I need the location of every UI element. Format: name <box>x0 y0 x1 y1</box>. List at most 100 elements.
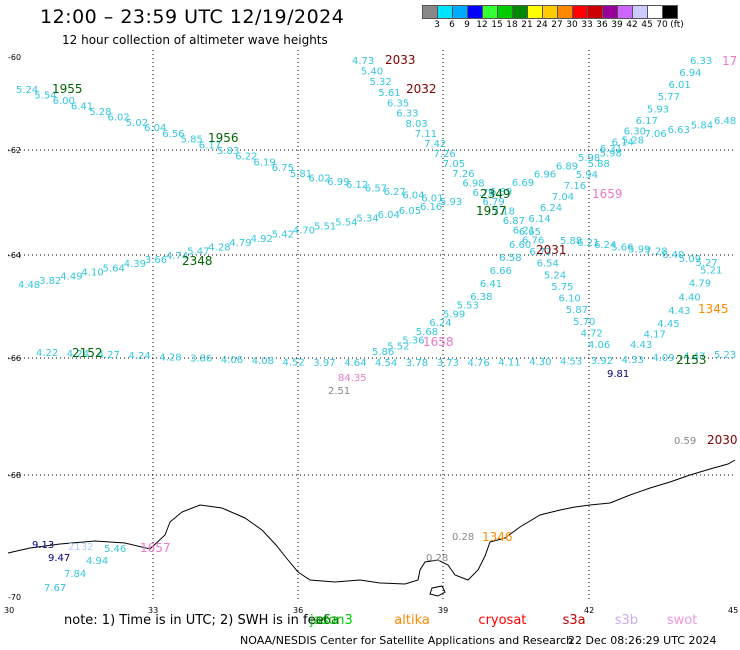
legend-label: 18 <box>506 20 518 30</box>
swh-value: 5.54 <box>34 91 56 102</box>
swh-value: 5.81 <box>290 169 312 180</box>
swh-value: 6.79 <box>483 197 505 208</box>
sat-s3a: s3a <box>562 613 586 628</box>
swh-value: 4.43 <box>630 340 652 351</box>
swh-value: 6.63 <box>668 125 690 136</box>
swh-value: 6.60 <box>509 240 531 251</box>
swh-value: 3.66 <box>145 255 167 266</box>
swh-value: 5.27 <box>696 258 718 269</box>
sat-altika: altika <box>394 613 430 628</box>
swh-value: 5.42 <box>272 230 294 241</box>
swh-value: 5.83 <box>217 146 239 157</box>
swh-value: 7.04 <box>552 192 574 203</box>
lon-label: 45 <box>728 606 738 615</box>
swh-value: 5.64 <box>103 263 125 274</box>
swh-value: 5.46 <box>104 544 126 555</box>
swh-value: 4.47 <box>683 352 705 363</box>
swh-value: 4.43 <box>668 306 690 317</box>
swh-value: 4.11 <box>498 357 520 368</box>
swh-value: 6.24 <box>540 203 562 214</box>
swh-value: 4.52 <box>283 357 305 368</box>
swh-value: 4.49 <box>60 272 82 283</box>
swh-value: 6.69 <box>512 178 534 189</box>
swh-value: 5.85 <box>181 135 203 146</box>
track-values: 5.245.546.006.415.286.025.026.046.565.85… <box>16 56 736 594</box>
swh-value: 7.26 <box>452 169 474 180</box>
swh-value: 5.77 <box>658 92 680 103</box>
legend-label: 27 <box>551 20 563 30</box>
swh-value: 4.28 <box>159 352 181 363</box>
swh-value: 6.31 <box>600 144 622 155</box>
swh-value: 4.39 <box>124 259 146 270</box>
swh-value: 4.73 <box>352 56 374 67</box>
time-label-17: 17 <box>722 54 737 68</box>
swh-value: 5.34 <box>356 214 378 225</box>
time-label-2030: 2030 <box>707 433 738 447</box>
swh-value: 4.48 <box>18 280 40 291</box>
swh-value: 6.35 <box>387 98 409 109</box>
swh-value: 3.82 <box>39 276 61 287</box>
sat-s6a: s6a <box>316 613 340 628</box>
time-label-1955: 1955 <box>52 82 83 96</box>
time-label-1659: 1659 <box>592 187 623 201</box>
swh-value: 4.09 <box>652 353 674 364</box>
swh-value: 5.88 <box>560 236 582 247</box>
swh-value: 6.14 <box>612 138 634 149</box>
swh-value: 6.41 <box>480 279 502 290</box>
swh-value: 4.70 <box>293 225 315 236</box>
lon-label: 30 <box>4 606 14 615</box>
swh-value: 7.05 <box>443 159 465 170</box>
swh-value: 4.30 <box>529 357 551 368</box>
pass-time-labels: 1955 1956 1957 2348 2349 2152 2153 2033 … <box>52 53 738 555</box>
swh-value: 9.13 <box>32 540 54 551</box>
swh-value: 6.02 <box>308 174 330 185</box>
coastline-islet <box>429 585 446 597</box>
swh-value: 5.52 <box>387 342 409 353</box>
swh-value: 7.26 <box>434 149 456 160</box>
swh-value: 4.72 <box>581 328 603 339</box>
swh-value: 6.04 <box>402 190 424 201</box>
map-title: 12:00 – 23:59 UTC 12/19/2024 <box>40 6 345 28</box>
legend-label: 3 <box>434 20 440 30</box>
swh-value: 5.24 <box>544 270 566 281</box>
sat-swot: swot <box>666 613 698 628</box>
swh-value: 6.33 <box>690 56 712 67</box>
swh-value: 5.61 <box>378 88 400 99</box>
swh-value: 4.08 <box>252 356 274 367</box>
swh-value: 7.06 <box>645 129 667 140</box>
swh-value: 7.84 <box>64 569 86 580</box>
swh-value: 7.42 <box>424 139 446 150</box>
swh-value: 9.47 <box>48 553 70 564</box>
swh-value: 6.14 <box>528 214 550 225</box>
lat-label: -66 <box>8 354 21 363</box>
swh-value: 6.01 <box>669 80 691 91</box>
legend-label: 33 <box>581 20 593 30</box>
swh-value: 6.56 <box>162 129 184 140</box>
swh-value: 7.28 <box>645 246 667 257</box>
legend-label: 9 <box>464 20 470 30</box>
swh-value: 6.89 <box>556 161 578 172</box>
swh-value: 6.41 <box>71 101 93 112</box>
swh-value: 3.92 <box>591 356 613 367</box>
legend-label: 15 <box>491 20 503 30</box>
swh-value: 4.27 <box>98 350 120 361</box>
swh-value: 5.51 <box>314 221 336 232</box>
swh-value: 6.22 <box>235 152 257 163</box>
swh-value: 6.24 <box>429 318 451 329</box>
swh-value: 5.86 <box>372 347 394 358</box>
swh-value: 4.74 <box>166 251 188 262</box>
legend-label: 24 <box>536 20 548 30</box>
swh-value: 5.98 <box>578 153 600 164</box>
swh-value: 7.67 <box>44 583 66 594</box>
color-legend: 3 6 9 12 15 18 21 24 27 30 33 36 39 42 45 70 (ft) <box>422 5 684 31</box>
swh-value: 5.84 <box>691 120 713 131</box>
swh-value: 6.94 <box>679 68 701 79</box>
lon-axis: 30 33 36 39 42 45 <box>4 606 738 615</box>
swh-value: 6.30 <box>624 127 646 138</box>
time-label-1658: 1658 <box>423 335 454 349</box>
swh-value: 4.76 <box>468 358 490 369</box>
swh-value: 5.02 <box>126 118 148 129</box>
swh-value: 6.17 <box>636 116 658 127</box>
time-label-1657: 1657 <box>140 541 171 555</box>
swh-value: 4.94 <box>86 556 108 567</box>
